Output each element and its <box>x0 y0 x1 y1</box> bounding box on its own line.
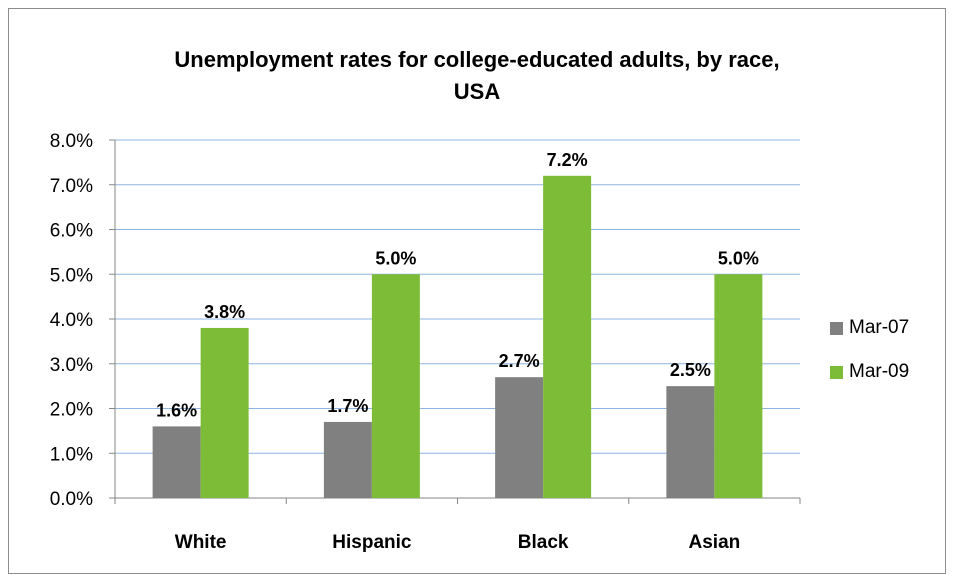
y-tick-label: 8.0% <box>50 131 93 152</box>
legend-item-mar-07: Mar-07 <box>830 306 909 350</box>
y-tick-label: 3.0% <box>50 355 93 376</box>
data-label: 1.7% <box>327 396 368 416</box>
x-tick-label: Black <box>518 532 569 553</box>
chart-title: Unemployment rates for college-educated … <box>0 44 954 108</box>
y-tick-label: 0.0% <box>50 489 93 510</box>
y-tick-label: 4.0% <box>50 310 93 331</box>
legend-label-mar-07: Mar-07 <box>849 317 910 338</box>
bar <box>200 327 249 498</box>
legend: Mar-07 Mar-09 <box>830 306 909 394</box>
x-tick-label: White <box>175 532 227 553</box>
bar <box>323 421 372 498</box>
chart-title-line-2: USA <box>453 79 501 104</box>
y-tick-label: 2.0% <box>50 400 93 421</box>
data-label: 3.8% <box>204 302 245 322</box>
data-label: 5.0% <box>718 248 759 268</box>
chart-title-line-1: Unemployment rates for college-educated … <box>174 47 780 72</box>
legend-item-mar-09: Mar-09 <box>830 350 909 394</box>
legend-swatch-mar-09 <box>830 365 843 379</box>
legend-label-mar-09: Mar-09 <box>849 361 910 382</box>
bar <box>371 274 420 498</box>
data-label: 5.0% <box>375 248 416 268</box>
y-tick-label: 5.0% <box>50 265 93 286</box>
bar <box>495 377 544 498</box>
x-tick-label: Hispanic <box>332 532 412 553</box>
data-label: 1.6% <box>156 400 197 420</box>
y-tick-label: 7.0% <box>50 176 93 197</box>
bar <box>152 426 201 498</box>
legend-swatch-mar-07 <box>830 321 843 335</box>
y-tick-label: 6.0% <box>50 221 93 242</box>
x-tick-label: Asian <box>689 532 741 553</box>
bar <box>714 274 763 498</box>
data-label: 2.7% <box>499 351 540 371</box>
bar <box>543 175 592 499</box>
bar <box>666 386 715 498</box>
data-label: 7.2% <box>547 150 588 170</box>
y-tick-label: 1.0% <box>50 444 93 465</box>
data-label: 2.5% <box>670 360 711 380</box>
